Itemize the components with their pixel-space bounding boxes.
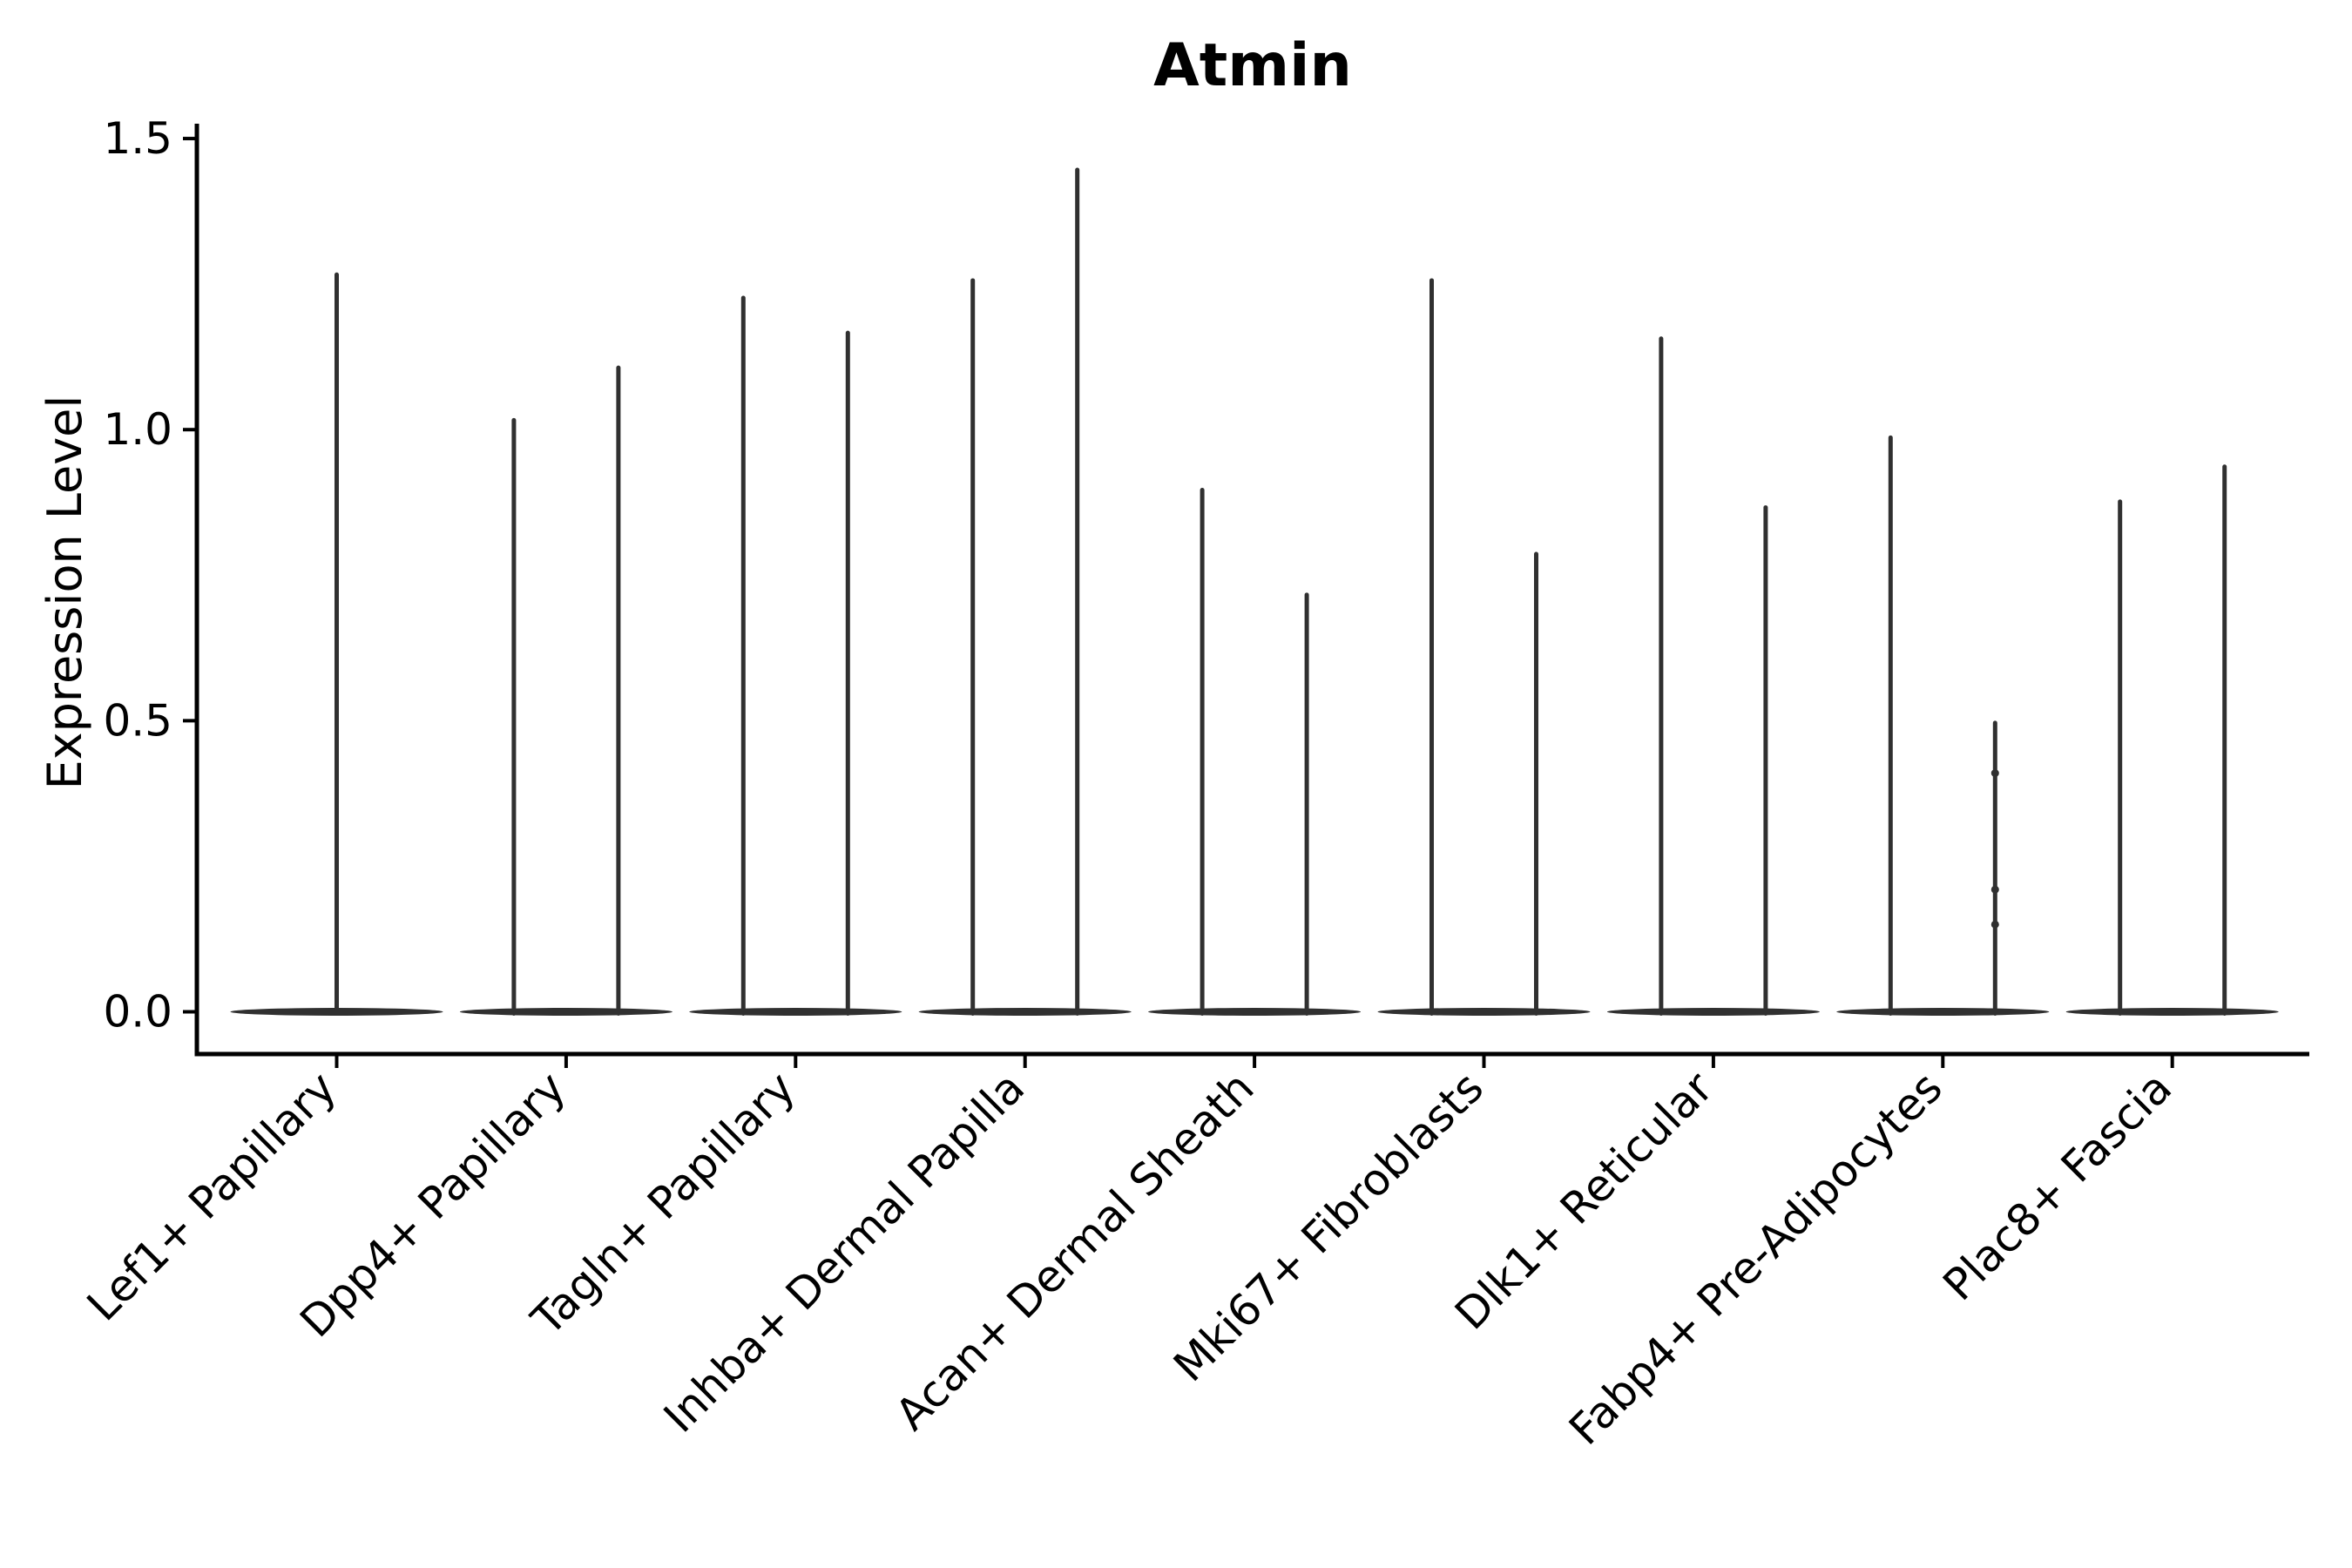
- y-tick-label: 0.5: [103, 695, 172, 746]
- violin-base: [459, 1008, 672, 1016]
- violin-spike: [1659, 336, 1664, 1017]
- violin-base: [918, 1008, 1132, 1016]
- violin-spike: [845, 330, 850, 1016]
- violin-spike: [1200, 488, 1205, 1016]
- chart-title: Atmin: [1153, 31, 1352, 100]
- x-tick-label: Plac8+ Fascia: [1933, 1062, 2181, 1310]
- violin-spike: [1534, 551, 1538, 1016]
- violin-spike: [335, 272, 339, 1016]
- violin-spike: [1304, 592, 1309, 1016]
- violin-base: [1377, 1008, 1591, 1016]
- violin-spike: [2222, 464, 2227, 1016]
- violin-base: [1148, 1008, 1362, 1016]
- y-tick-label: 1.0: [103, 404, 172, 455]
- violin-spike: [970, 278, 976, 1016]
- y-tick-label: 1.5: [103, 113, 172, 164]
- violin-spike: [1429, 278, 1434, 1016]
- violin-spike: [1888, 435, 1893, 1016]
- y-tick-label: 0.0: [103, 987, 172, 1037]
- violin-spike: [1075, 167, 1080, 1017]
- violin-spike: [2118, 499, 2123, 1016]
- x-tick-label: Fabp4+ Pre-Adipocytes: [1559, 1062, 1952, 1455]
- violin-spike: [740, 295, 746, 1017]
- violin-spike: [1763, 505, 1768, 1016]
- violin-base: [1836, 1008, 2050, 1016]
- expression-dot: [1990, 920, 1999, 929]
- expression-dot: [1990, 768, 1999, 777]
- expression-dot: [1990, 885, 1999, 894]
- violin-base: [2065, 1008, 2279, 1016]
- violin-spike: [1992, 720, 1997, 1016]
- violin-spike: [511, 417, 517, 1017]
- axis-spines: [194, 124, 2309, 1057]
- violin-base: [689, 1008, 902, 1016]
- x-tick-label: Lef1+ Papillary: [78, 1062, 346, 1330]
- violin-spike: [616, 365, 621, 1016]
- violin-base: [1606, 1008, 1820, 1016]
